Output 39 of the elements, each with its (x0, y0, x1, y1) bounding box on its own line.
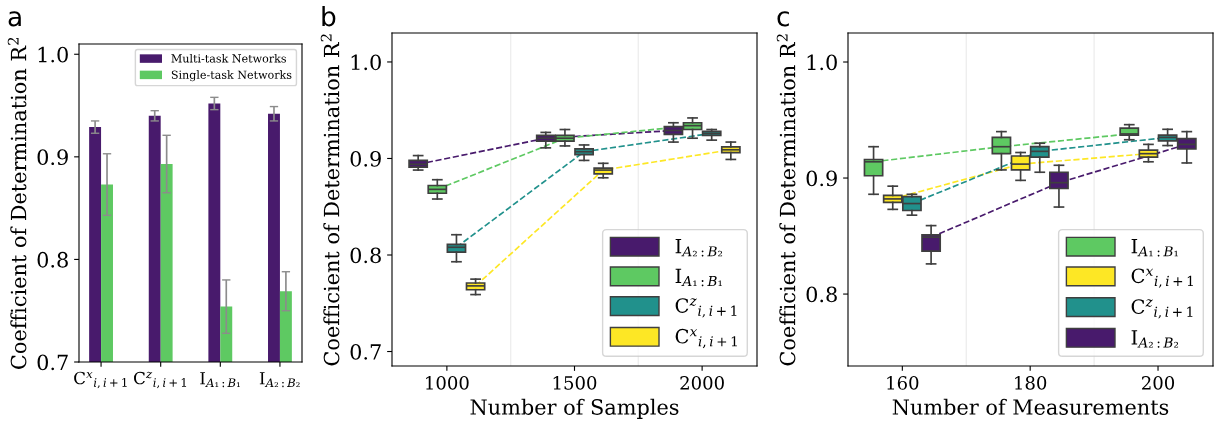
x-tick-label: I$_{A₁:B₁}$ (200, 372, 240, 388)
x-tick-label: 180 (1015, 376, 1047, 390)
chart-title: a (8, 11, 21, 27)
x-axis-title: Number of Measurements (892, 398, 1169, 415)
legend-label: I$_{A₂:B₂}$ (1131, 330, 1179, 348)
y-axis-title: Coefficient of Determination R$^{2}$ (7, 37, 27, 369)
legend-label: Single-task Networks (171, 70, 292, 82)
legend-label: C$^{x}$$_{i,i+1}$ (1131, 268, 1193, 288)
y-tick-label: 0.7 (350, 343, 381, 360)
y-tick-label: 0.8 (806, 286, 837, 303)
y-tick-label: 1.0 (38, 46, 68, 63)
x-tick-label: 160 (887, 376, 919, 390)
y-tick-label: 0.9 (37, 149, 68, 166)
legend-label: C$^{z}$$_{i,i+1}$ (1131, 299, 1193, 319)
y-tick-label: 1.0 (351, 54, 381, 71)
y-tick-label: 1.0 (807, 54, 837, 71)
x-tick-label: 2000 (680, 376, 724, 390)
y-tick-label: 0.8 (37, 251, 68, 268)
x-axis-title: Number of Samples (470, 398, 679, 419)
y-tick-label: 0.9 (806, 170, 837, 187)
legend-label: C$^{x}$$_{i,i+1}$ (675, 328, 737, 349)
x-tick-label: 1500 (553, 376, 597, 390)
chart-title: c (777, 11, 789, 27)
x-tick-label: 1000 (426, 376, 469, 390)
chart-title: b (322, 6, 336, 27)
y-axis-title: Coefficient of Determination R$^{2}$ (776, 34, 796, 366)
y-axis-title: Coefficient of Determination R$^{2}$ (320, 34, 340, 366)
x-tick-label: I$_{A₂:B₂}$ (259, 372, 300, 388)
y-tick-label: 0.9 (350, 150, 381, 167)
x-tick-label: 200 (1142, 376, 1175, 390)
x-tick-label: C$^{z}$$_{i,i+1}$ (134, 371, 187, 389)
legend-label: I$_{A₂:B₂}$ (675, 239, 723, 257)
y-tick-label: 0.8 (350, 247, 381, 264)
x-tick-label: C$^{x}$$_{i,i+1}$ (74, 371, 127, 389)
y-tick-label: 0.7 (37, 354, 68, 371)
legend-label: C$^{z}$$_{i,i+1}$ (675, 298, 737, 318)
legend-label: Multi-task Networks (171, 54, 286, 63)
legend-label: I$_{A₁:B₁}$ (1131, 239, 1178, 257)
legend-label: I$_{A₁:B₁}$ (675, 268, 722, 287)
